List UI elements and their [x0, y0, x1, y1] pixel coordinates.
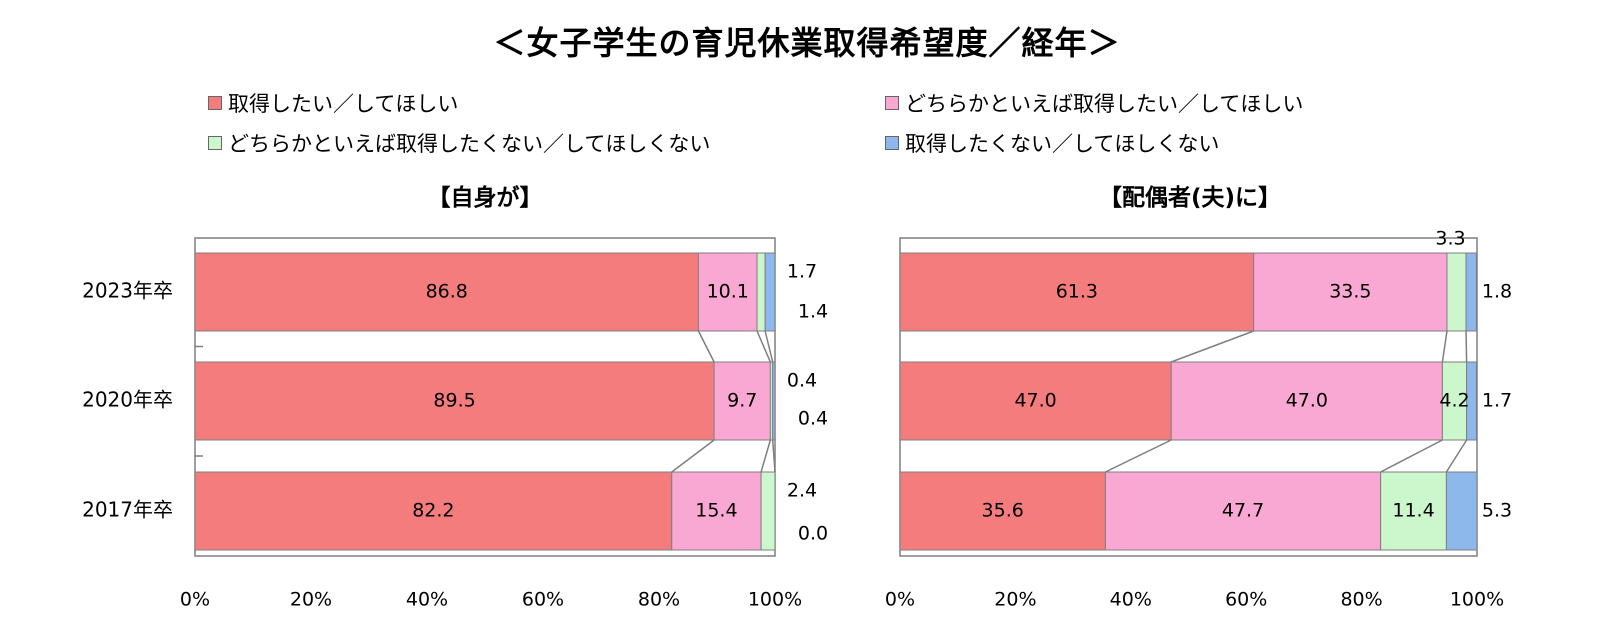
legend-item-3: どちらかといえば取得したくない／してほしくない [208, 128, 710, 158]
legend-label-1: 取得したい／してほしい [228, 92, 459, 116]
legend-item-1: 取得したい／してほしい [208, 88, 458, 118]
bar-segment [713, 361, 771, 441]
bar-segment [1466, 361, 1477, 441]
data-label: 1.7 [1482, 390, 1512, 412]
x-tick-label: 100% [1450, 589, 1504, 611]
bar-segment [899, 471, 1106, 551]
data-label: 0.4 [787, 370, 817, 392]
legend-label-2: どちらかといえば取得したい／してほしい [905, 92, 1304, 116]
legend-item-2: どちらかといえば取得したい／してほしい [885, 88, 1303, 118]
series-connector-line [756, 330, 772, 363]
x-tick-label: 40% [406, 589, 448, 611]
series-connector-line [1445, 439, 1468, 473]
chart-2-title: 【配偶者(夫)に】 [1098, 185, 1282, 211]
series-connector-line [764, 330, 774, 363]
bar-segment [1253, 252, 1448, 332]
bar-segment [1380, 471, 1447, 551]
bar-segment [756, 252, 766, 332]
bar-segment [1465, 252, 1477, 332]
series-connector-line [671, 439, 715, 473]
legend-label-4: 取得したくない／してほしくない [905, 132, 1220, 156]
data-label: 35.6 [982, 500, 1024, 522]
data-label: 3.3 [1435, 228, 1465, 250]
data-label: 0.0 [798, 523, 828, 545]
data-label: 33.5 [1329, 281, 1371, 303]
bar-segment [899, 361, 1172, 441]
legend-swatch-3 [208, 136, 222, 150]
x-tick-label: 60% [522, 589, 564, 611]
data-label: 11.4 [1392, 500, 1434, 522]
series-connector-line [697, 330, 715, 363]
legend-label-3: どちらかといえば取得したくない／してほしくない [228, 132, 711, 156]
data-label: 47.7 [1222, 500, 1264, 522]
data-label: 1.7 [787, 261, 817, 283]
bar-segment [671, 471, 762, 551]
series-connector-line [1105, 439, 1172, 473]
category-label: 2020年卒 [82, 388, 173, 412]
category-label: 2023年卒 [82, 279, 173, 303]
x-tick-label: 100% [748, 589, 802, 611]
x-tick-label: 80% [638, 589, 680, 611]
data-label: 1.8 [1482, 281, 1512, 303]
x-tick-label: 20% [994, 589, 1036, 611]
bar-segment [1441, 361, 1468, 441]
data-label: 2.4 [787, 480, 817, 502]
data-label: 89.5 [433, 390, 475, 412]
series-connector-line [1170, 330, 1254, 363]
data-label: 82.2 [412, 500, 454, 522]
data-label: 15.4 [695, 500, 737, 522]
series-connector-line [1465, 330, 1468, 363]
bar-segment [194, 361, 715, 441]
bar-segment [697, 252, 758, 332]
series-connector-line [760, 439, 772, 473]
data-label: 5.3 [1482, 500, 1512, 522]
x-tick-label: 40% [1110, 589, 1152, 611]
x-tick-label: 80% [1340, 589, 1382, 611]
x-tick-label: 60% [1225, 589, 1267, 611]
data-label: 61.3 [1056, 281, 1098, 303]
data-label: 1.4 [798, 301, 828, 323]
bar-segment [194, 471, 673, 551]
data-label: 10.1 [707, 281, 749, 303]
data-label: 47.0 [1014, 390, 1056, 412]
series-connector-line [771, 439, 776, 473]
data-label: 9.7 [727, 390, 757, 412]
legend-swatch-1 [208, 96, 222, 110]
legend-item-4: 取得したくない／してほしくない [885, 128, 1219, 158]
bar-segment [1170, 361, 1443, 441]
bar-segment [764, 252, 776, 332]
data-label: 47.0 [1286, 390, 1328, 412]
x-tick-label: 20% [290, 589, 332, 611]
series-connector-line [1380, 439, 1443, 473]
bar-segment [772, 361, 776, 441]
figure-title: ＜女子学生の育児休業取得希望度／経年＞ [493, 24, 1121, 62]
bar-segment [1104, 471, 1382, 551]
x-tick-label: 0% [885, 589, 915, 611]
legend-swatch-2 [885, 96, 899, 110]
bar-segment [899, 252, 1255, 332]
data-label: 86.8 [426, 281, 468, 303]
chart-1-title: 【自身が】 [427, 185, 543, 211]
bar-segment [760, 471, 776, 551]
data-label: 4.2 [1439, 390, 1469, 412]
x-tick-label: 0% [180, 589, 210, 611]
bar-segment [1445, 471, 1478, 551]
legend-swatch-4 [885, 136, 899, 150]
category-label: 2017年卒 [82, 498, 173, 522]
series-connector-line [1441, 330, 1448, 363]
bar-segment [1446, 252, 1467, 332]
data-label: 0.4 [798, 408, 828, 430]
